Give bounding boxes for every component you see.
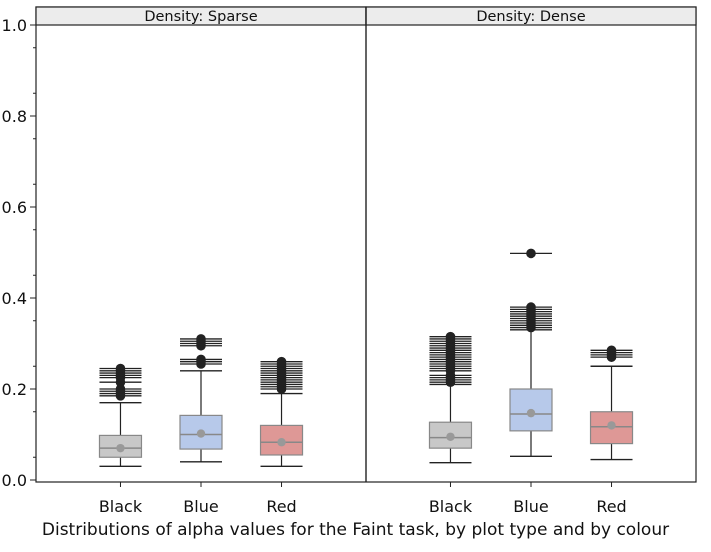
- y-tick-label: 0.4: [2, 289, 27, 308]
- mean-marker: [277, 438, 286, 447]
- outlier-point: [445, 331, 456, 342]
- x-tick-label: Red: [596, 497, 626, 516]
- box-group: Blue: [509, 248, 553, 516]
- outlier-point: [526, 302, 536, 312]
- y-tick-label: 0.6: [2, 198, 27, 217]
- x-tick-label: Blue: [183, 497, 218, 516]
- x-tick-label: Red: [266, 497, 296, 516]
- box-group: Black: [429, 331, 473, 516]
- boxplot-chart: 0.0 0.2 0.4 0.6 0.8 1.0 Density: Sparse Black B…: [2, 6, 697, 516]
- outlier-point: [115, 384, 126, 394]
- y-tick-label: 0.0: [2, 471, 27, 490]
- panel: Density: Dense Black Blue Red: [365, 6, 697, 516]
- y-tick-label: 0.8: [2, 107, 27, 126]
- x-tick-label: Black: [99, 497, 143, 516]
- iqr-box: [509, 388, 553, 432]
- x-tick-label: Blue: [513, 497, 548, 516]
- box-group: Red: [589, 345, 634, 516]
- mean-marker: [607, 421, 616, 430]
- y-tick-label: 0.2: [2, 380, 27, 399]
- chart-caption: Distributions of alpha values for the Fa…: [41, 520, 670, 540]
- y-axis: 0.0 0.2 0.4 0.6 0.8 1.0: [2, 16, 36, 490]
- panel-header-label: Density: Dense: [476, 9, 585, 25]
- outlier-point: [115, 363, 126, 374]
- outlier-point: [276, 356, 287, 367]
- mean-marker: [196, 429, 206, 438]
- outlier-point: [526, 248, 536, 259]
- outlier-point: [606, 345, 617, 356]
- mean-marker: [446, 432, 455, 441]
- mean-marker: [116, 443, 125, 453]
- panel: Density: Sparse Black Blue Red: [35, 6, 367, 516]
- box-group: Black: [99, 363, 143, 516]
- panel-header-label: Density: Sparse: [144, 9, 257, 25]
- outlier-point: [196, 334, 206, 344]
- outlier-point: [196, 354, 206, 365]
- x-tick-label: Black: [429, 497, 473, 516]
- mean-marker: [526, 408, 536, 418]
- box-group: Red: [259, 356, 304, 516]
- box-group: Blue: [179, 334, 223, 516]
- y-tick-label: 1.0: [2, 16, 27, 35]
